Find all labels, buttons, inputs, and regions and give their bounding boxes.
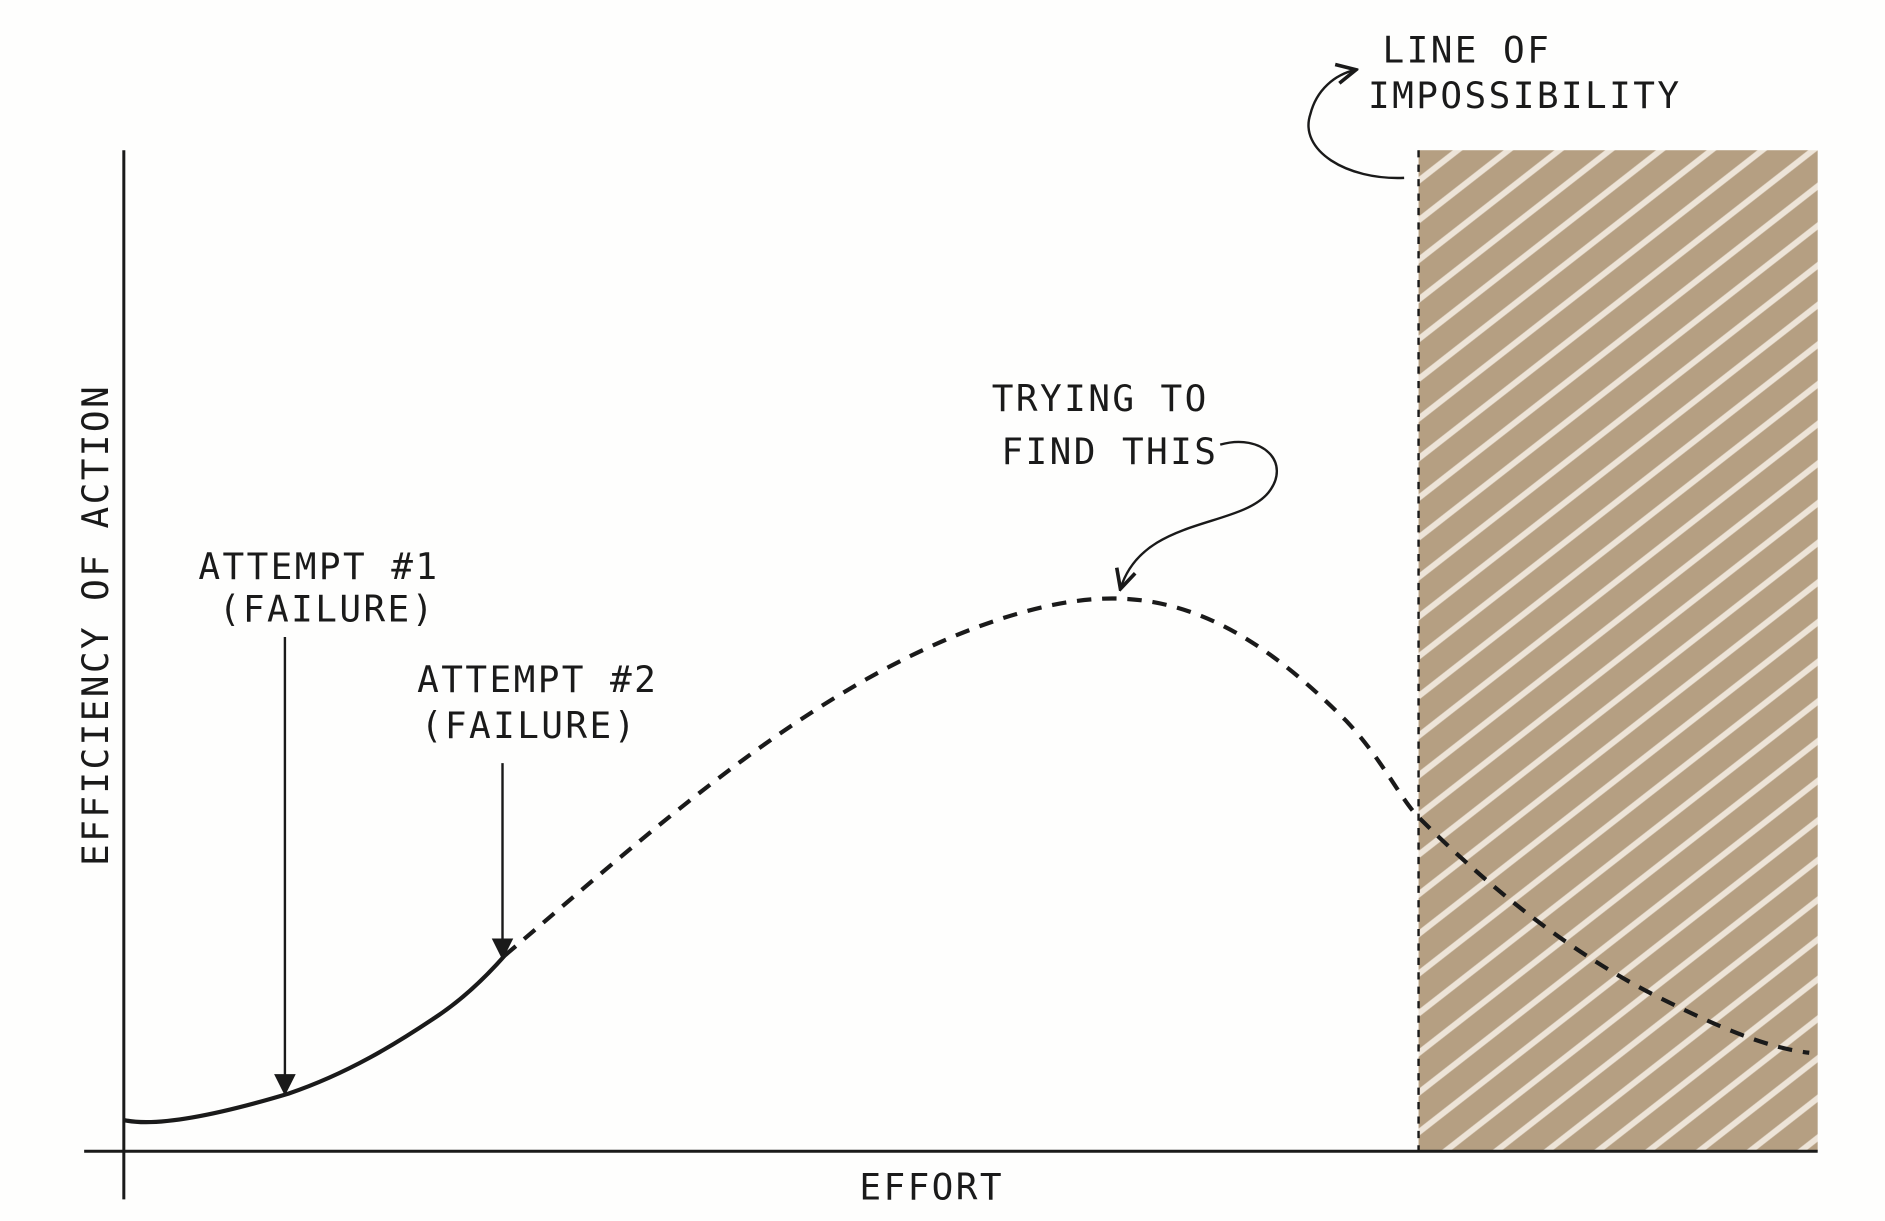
- annotation-title: LINE OF: [1382, 29, 1551, 71]
- annotation-note: FIND THIS: [1001, 431, 1218, 473]
- annotation-title: TRYING TO: [992, 378, 1209, 420]
- curve-solid: [123, 954, 507, 1125]
- arrow: [1307, 70, 1405, 180]
- annotation-title: ATTEMPT #2: [417, 659, 658, 701]
- annotation-title: ATTEMPT #1: [198, 546, 439, 588]
- arrow: [1120, 440, 1279, 589]
- curve-dashed: [503, 596, 1810, 1055]
- x-axis-label: EFFORT: [859, 1166, 1004, 1208]
- annotation-note: (FAILURE): [219, 588, 436, 630]
- impossible-region: [1418, 150, 1818, 1152]
- annotation-note: IMPOSSIBILITY: [1368, 75, 1681, 117]
- y-axis-label: EFFICIENCY OF ACTION: [75, 384, 117, 866]
- annotation-note: (FAILURE): [421, 705, 638, 747]
